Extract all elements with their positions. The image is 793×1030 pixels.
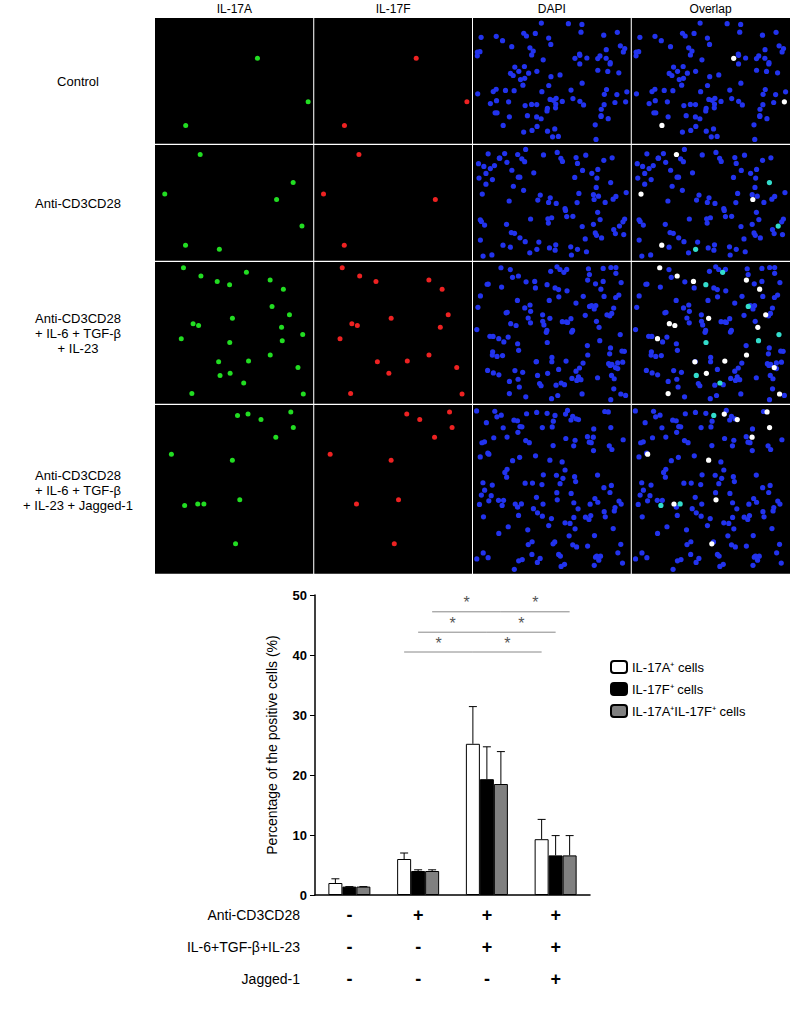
svg-text:IL-17A⁺IL-17F⁺ cells: IL-17A⁺IL-17F⁺ cells [632,704,746,719]
svg-text:IL-6+TGF-β+IL-23: IL-6+TGF-β+IL-23 [187,939,300,955]
svg-text:*: * [463,594,469,611]
svg-text:*: * [532,594,538,611]
svg-text:IL-17A⁺ cells: IL-17A⁺ cells [632,660,704,675]
svg-text:-: - [346,905,352,925]
svg-text:Anti-CD3CD28: Anti-CD3CD28 [207,907,300,923]
svg-text:-: - [415,969,421,989]
svg-text:Anti-CD3CD28: Anti-CD3CD28 [35,468,121,483]
svg-text:50: 50 [293,588,307,603]
svg-text:+ IL-6 + TGF-β: + IL-6 + TGF-β [35,483,121,498]
svg-text:*: * [449,615,455,632]
svg-text:DAPI: DAPI [538,2,566,16]
svg-text:30: 30 [293,708,307,723]
svg-text:+: + [482,937,493,957]
svg-text:Percentage of the positive cel: Percentage of the positive cells (%) [264,635,280,854]
svg-text:+ IL-6 + TGF-β: + IL-6 + TGF-β [35,326,121,341]
svg-text:+: + [550,969,561,989]
svg-text:IL-17A: IL-17A [217,2,252,16]
svg-text:IL-17F: IL-17F [376,2,411,16]
svg-text:-: - [484,969,490,989]
svg-text:+: + [413,905,424,925]
svg-text:*: * [518,615,524,632]
svg-text:Control: Control [57,74,99,89]
svg-text:-: - [346,937,352,957]
svg-text:-: - [346,969,352,989]
svg-text:Jagged-1: Jagged-1 [242,971,301,987]
svg-text:10: 10 [293,828,307,843]
svg-text:+ IL-23: + IL-23 [58,341,99,356]
svg-text:40: 40 [293,648,307,663]
svg-text:+: + [482,905,493,925]
svg-text:0: 0 [300,888,307,903]
svg-text:+: + [550,905,561,925]
svg-text:20: 20 [293,768,307,783]
svg-text:Anti-CD3CD28: Anti-CD3CD28 [35,196,121,211]
svg-text:Anti-CD3CD28: Anti-CD3CD28 [35,311,121,326]
svg-text:+ IL-23 + Jagged-1: + IL-23 + Jagged-1 [23,498,133,513]
svg-text:-: - [415,937,421,957]
svg-text:+: + [550,937,561,957]
svg-text:Overlap: Overlap [690,2,732,16]
svg-text:*: * [435,635,441,652]
svg-text:IL-17F⁺ cells: IL-17F⁺ cells [632,682,704,697]
svg-text:*: * [504,635,510,652]
